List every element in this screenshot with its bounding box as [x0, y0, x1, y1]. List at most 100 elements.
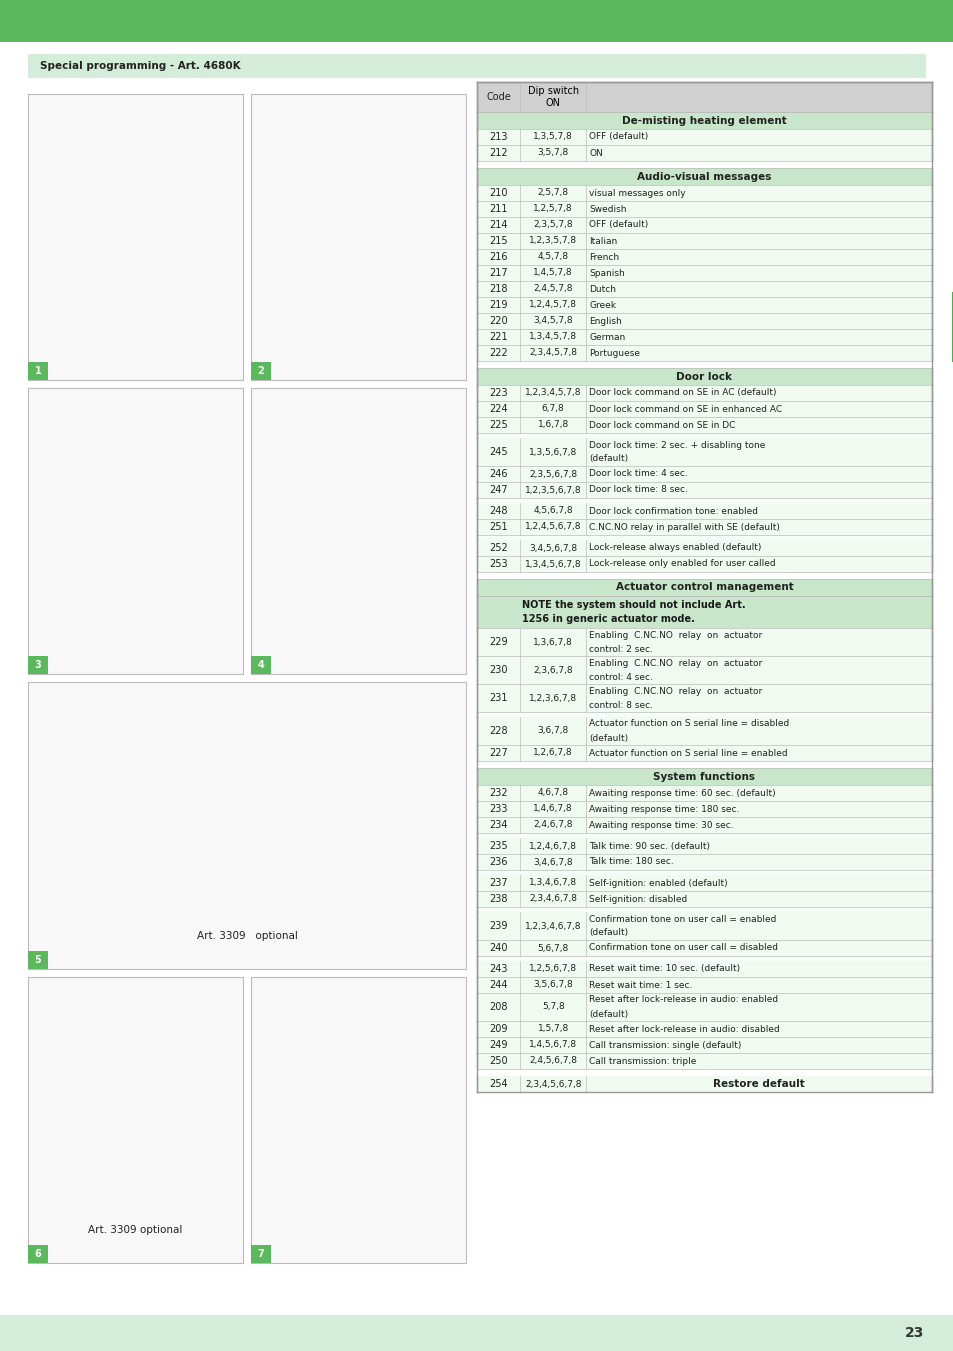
Bar: [0, 1315, 953, 1351]
Bar: [476, 168, 931, 185]
Text: German: German: [589, 332, 625, 342]
Text: 6: 6: [34, 1248, 41, 1259]
Bar: [476, 112, 931, 128]
Text: 239: 239: [489, 921, 507, 931]
Bar: [476, 580, 931, 596]
Bar: [476, 401, 931, 417]
Bar: [476, 977, 931, 993]
Text: 219: 219: [489, 300, 507, 309]
Text: De-misting heating element: De-misting heating element: [621, 115, 786, 126]
Text: 2,5,7,8: 2,5,7,8: [537, 189, 568, 197]
Text: 1: 1: [34, 366, 41, 376]
Text: Reset wait time: 10 sec. (default): Reset wait time: 10 sec. (default): [589, 965, 740, 974]
Bar: [28, 951, 48, 969]
Text: 3: 3: [34, 661, 41, 670]
Bar: [476, 940, 931, 957]
Text: Reset after lock-release in audio: enabled: Reset after lock-release in audio: enabl…: [589, 996, 778, 1005]
Bar: [28, 388, 243, 674]
Bar: [476, 817, 931, 834]
Bar: [476, 684, 931, 712]
Bar: [476, 912, 931, 940]
Text: 232: 232: [489, 788, 507, 798]
Bar: [951, 292, 953, 362]
Bar: [476, 345, 931, 361]
Text: Door lock: Door lock: [676, 372, 732, 381]
Text: Lock-release only enabled for user called: Lock-release only enabled for user calle…: [589, 559, 775, 569]
Bar: [476, 417, 931, 434]
Text: Actuator function on S serial line = enabled: Actuator function on S serial line = ena…: [589, 748, 787, 758]
Bar: [476, 854, 931, 870]
Bar: [476, 482, 931, 499]
Text: 4,5,6,7,8: 4,5,6,7,8: [533, 507, 573, 516]
Bar: [476, 596, 931, 628]
Bar: [476, 1021, 931, 1038]
Text: 214: 214: [489, 220, 507, 230]
Text: 1,2,4,6,7,8: 1,2,4,6,7,8: [529, 842, 577, 851]
Bar: [251, 362, 271, 380]
Text: 220: 220: [489, 316, 507, 326]
Text: Talk time: 180 sec.: Talk time: 180 sec.: [589, 858, 673, 866]
Bar: [476, 907, 931, 912]
Text: 213: 213: [489, 132, 507, 142]
Text: Talk time: 90 sec. (default): Talk time: 90 sec. (default): [589, 842, 709, 851]
Text: 245: 245: [489, 447, 507, 457]
Bar: [476, 535, 931, 540]
Text: Dip switch
ON: Dip switch ON: [527, 86, 578, 108]
Text: 228: 228: [489, 725, 507, 736]
Text: ON: ON: [589, 149, 602, 158]
Text: 2,3,5,6,7,8: 2,3,5,6,7,8: [529, 470, 577, 478]
Text: 250: 250: [489, 1056, 507, 1066]
Bar: [476, 870, 931, 875]
Text: 217: 217: [489, 267, 507, 278]
Text: 1,2,3,6,7,8: 1,2,3,6,7,8: [529, 693, 577, 703]
Text: 229: 229: [489, 638, 507, 647]
Bar: [476, 265, 931, 281]
Text: Enabling  C.NC.NO  relay  on  actuator: Enabling C.NC.NO relay on actuator: [589, 631, 761, 639]
Text: 5,7,8: 5,7,8: [541, 1002, 564, 1012]
Text: 1,6,7,8: 1,6,7,8: [537, 420, 568, 430]
Text: 233: 233: [489, 804, 507, 815]
Bar: [476, 249, 931, 265]
Bar: [476, 744, 931, 761]
Text: NOTE the system should not include Art.
1256 in generic actuator mode.: NOTE the system should not include Art. …: [521, 600, 745, 624]
Bar: [251, 1244, 271, 1263]
Text: 1,2,4,5,6,7,8: 1,2,4,5,6,7,8: [524, 523, 580, 531]
Text: French: French: [589, 253, 618, 262]
Text: 1,2,3,5,7,8: 1,2,3,5,7,8: [529, 236, 577, 246]
Text: 2,3,6,7,8: 2,3,6,7,8: [533, 666, 573, 674]
Bar: [476, 232, 931, 249]
Text: Actuator control management: Actuator control management: [615, 582, 793, 593]
Bar: [476, 145, 931, 161]
Text: 209: 209: [489, 1024, 507, 1034]
Text: OFF (default): OFF (default): [589, 220, 648, 230]
Text: 238: 238: [489, 894, 507, 904]
Bar: [28, 54, 925, 78]
Text: Greek: Greek: [589, 300, 616, 309]
Text: control: 2 sec.: control: 2 sec.: [589, 644, 653, 654]
Text: 1,5,7,8: 1,5,7,8: [537, 1024, 568, 1034]
Text: visual messages only: visual messages only: [589, 189, 685, 197]
Text: Actuator function on S serial line = disabled: Actuator function on S serial line = dis…: [589, 720, 789, 728]
Text: C.NC.NO relay in parallel with SE (default): C.NC.NO relay in parallel with SE (defau…: [589, 523, 780, 531]
Text: Call transmission: single (default): Call transmission: single (default): [589, 1040, 740, 1050]
Bar: [476, 993, 931, 1021]
Text: 1,2,5,6,7,8: 1,2,5,6,7,8: [529, 965, 577, 974]
Text: Door lock confirmation tone: enabled: Door lock confirmation tone: enabled: [589, 507, 758, 516]
Text: 1,2,6,7,8: 1,2,6,7,8: [533, 748, 573, 758]
Text: Code: Code: [486, 92, 511, 101]
Text: Enabling  C.NC.NO  relay  on  actuator: Enabling C.NC.NO relay on actuator: [589, 686, 761, 696]
Text: Restore default: Restore default: [713, 1079, 804, 1089]
Text: Call transmission: triple: Call transmission: triple: [589, 1056, 696, 1066]
Bar: [476, 82, 931, 112]
Bar: [476, 557, 931, 571]
Text: 1,2,5,7,8: 1,2,5,7,8: [533, 204, 573, 213]
Text: 212: 212: [489, 149, 507, 158]
Text: 1,3,6,7,8: 1,3,6,7,8: [533, 638, 573, 647]
Bar: [0, 0, 953, 42]
Text: Self-ignition: enabled (default): Self-ignition: enabled (default): [589, 878, 727, 888]
Text: 2,3,4,6,7,8: 2,3,4,6,7,8: [529, 894, 577, 904]
Text: Special programming - Art. 4680K: Special programming - Art. 4680K: [40, 61, 240, 72]
Text: 2,3,4,5,7,8: 2,3,4,5,7,8: [529, 349, 577, 358]
Text: 1,3,4,6,7,8: 1,3,4,6,7,8: [529, 878, 577, 888]
Text: 234: 234: [489, 820, 507, 830]
